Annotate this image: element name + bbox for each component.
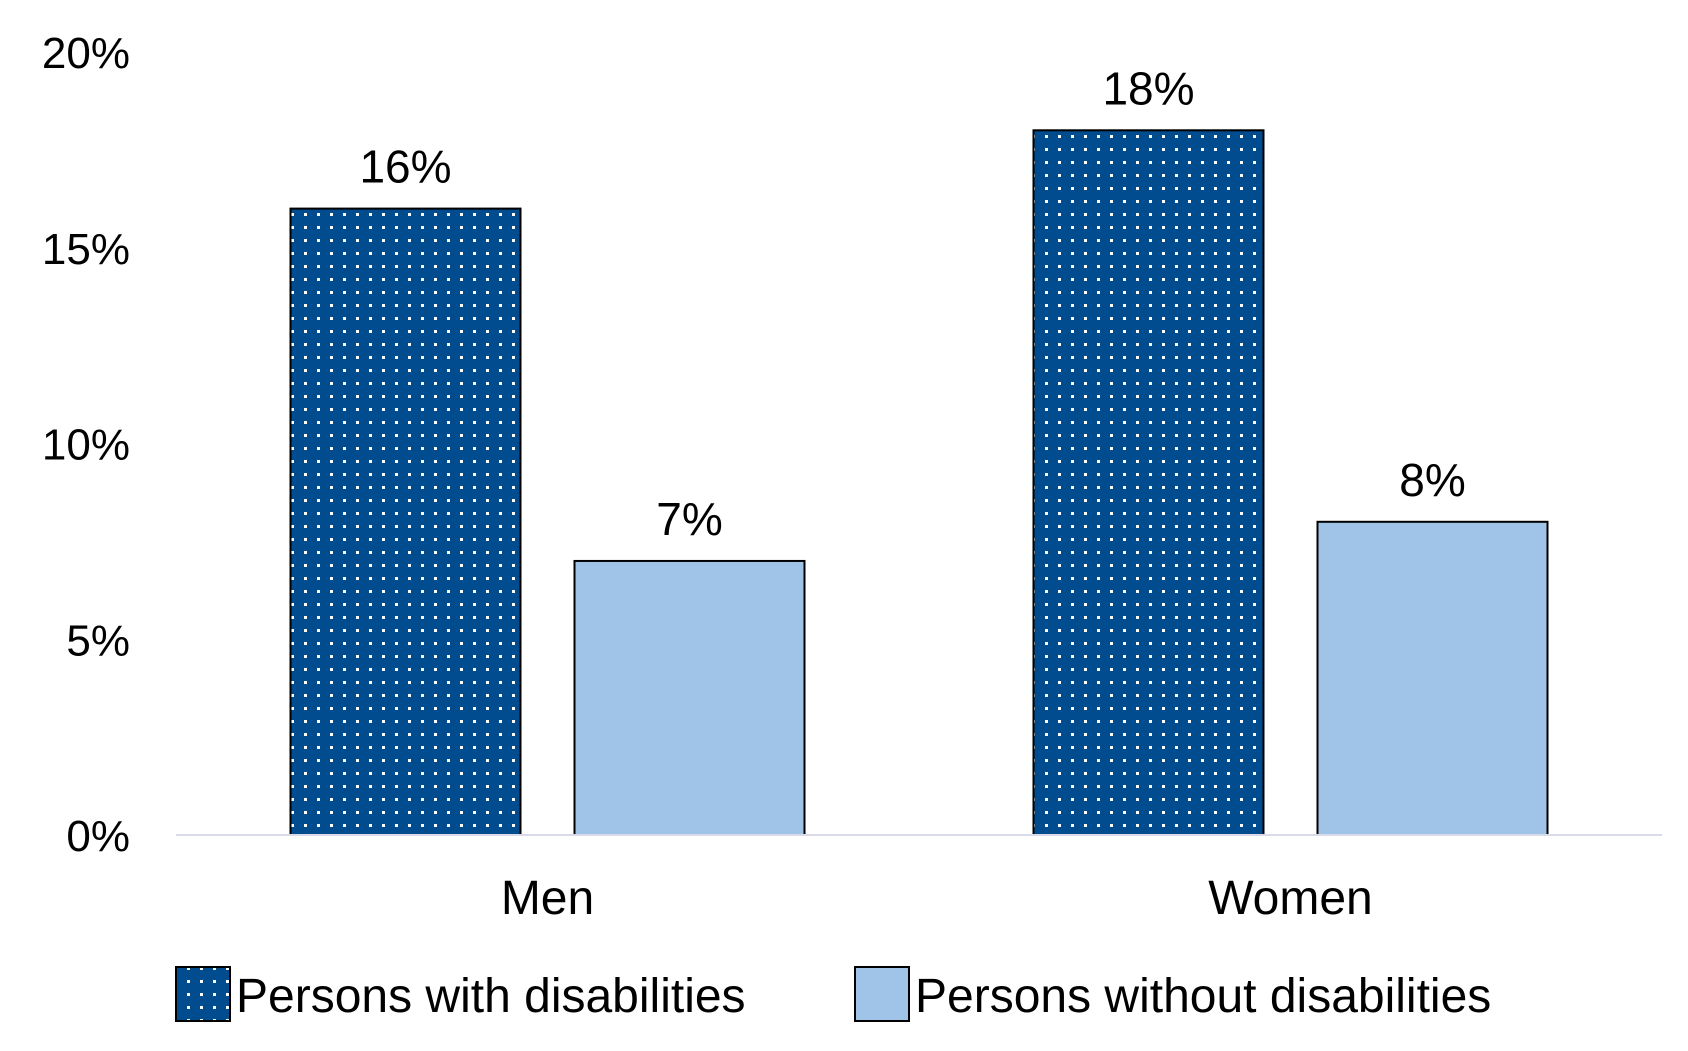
y-axis-ticks: 0% 5% 10% 15% 20% <box>42 29 130 861</box>
bar-men-with-disabilities <box>289 207 522 837</box>
legend-label: Persons without disabilities <box>915 970 1491 1023</box>
category-label-women: Women <box>1208 872 1373 925</box>
y-tick-label: 0% <box>66 812 130 861</box>
data-label: 16% <box>359 141 451 193</box>
legend: Persons with disabilities Persons without… <box>175 966 1491 1023</box>
bar-women-with-disabilities <box>1032 129 1265 837</box>
data-labels: 16% 7% 18% 8% <box>359 62 1465 545</box>
legend-swatch <box>175 966 231 1022</box>
bar-women-without-disabilities <box>1316 520 1549 836</box>
category-labels: Men Women <box>501 872 1373 925</box>
bars <box>289 129 1549 837</box>
data-label: 18% <box>1102 62 1194 114</box>
legend-label: Persons with disabilities <box>236 970 746 1023</box>
legend-swatch <box>854 966 910 1022</box>
y-tick-label: 20% <box>42 29 130 78</box>
y-tick-label: 10% <box>42 421 130 470</box>
y-tick-label: 15% <box>42 225 130 274</box>
data-label: 7% <box>656 493 722 545</box>
y-tick-label: 5% <box>66 616 130 665</box>
bar-men-without-disabilities <box>573 559 806 836</box>
data-label: 8% <box>1399 454 1465 506</box>
category-label-men: Men <box>501 872 594 925</box>
